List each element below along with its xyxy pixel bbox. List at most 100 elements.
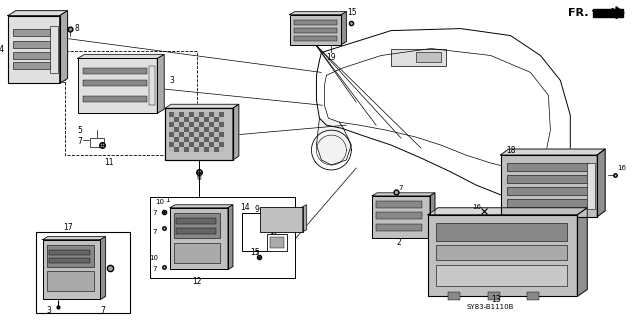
Bar: [174, 117, 179, 122]
Bar: [36, 232, 130, 313]
Text: 16: 16: [472, 204, 481, 210]
Bar: [209, 147, 214, 152]
Bar: [77, 59, 157, 113]
Bar: [209, 117, 214, 122]
Bar: [199, 142, 204, 147]
Bar: [179, 117, 184, 122]
Bar: [179, 127, 184, 132]
Bar: [214, 122, 219, 127]
Bar: [184, 147, 189, 152]
Text: 3: 3: [169, 76, 174, 85]
Bar: [209, 137, 214, 142]
Bar: [428, 215, 577, 296]
Text: 3: 3: [46, 306, 51, 315]
Bar: [204, 127, 209, 132]
Bar: [376, 212, 422, 219]
Bar: [199, 112, 204, 117]
Bar: [43, 240, 100, 300]
Bar: [214, 132, 219, 137]
Bar: [176, 228, 216, 234]
Bar: [150, 197, 295, 278]
Bar: [184, 127, 189, 132]
Bar: [204, 112, 209, 117]
Bar: [83, 96, 147, 102]
Bar: [204, 117, 209, 122]
Bar: [219, 147, 224, 152]
Text: 16: 16: [617, 165, 626, 171]
Bar: [194, 112, 199, 117]
Polygon shape: [500, 149, 605, 155]
Bar: [91, 138, 104, 147]
Text: 7: 7: [152, 229, 156, 235]
Bar: [214, 142, 219, 147]
Polygon shape: [290, 12, 346, 15]
Bar: [219, 122, 224, 127]
Text: 17: 17: [63, 223, 72, 232]
Bar: [436, 265, 567, 286]
Bar: [169, 132, 174, 137]
Text: 13: 13: [491, 295, 500, 304]
Bar: [49, 250, 91, 255]
Bar: [179, 142, 184, 147]
Bar: [169, 122, 174, 127]
Text: FR.: FR.: [568, 8, 588, 18]
Bar: [194, 147, 199, 152]
Polygon shape: [228, 205, 233, 269]
Text: 10: 10: [156, 199, 164, 205]
Bar: [50, 26, 58, 73]
Bar: [194, 137, 199, 142]
Text: SY83-B1110B: SY83-B1110B: [467, 304, 514, 310]
Bar: [488, 292, 500, 300]
Bar: [169, 142, 174, 147]
Polygon shape: [43, 237, 105, 240]
Bar: [174, 243, 220, 262]
Bar: [199, 127, 204, 132]
Text: 8: 8: [74, 24, 79, 33]
Bar: [83, 80, 147, 86]
Bar: [189, 132, 194, 137]
Bar: [179, 122, 184, 127]
Bar: [219, 112, 224, 117]
Bar: [214, 147, 219, 152]
Polygon shape: [372, 193, 435, 196]
Bar: [219, 132, 224, 137]
Bar: [189, 127, 194, 132]
Text: 12: 12: [192, 277, 202, 286]
Bar: [500, 155, 597, 217]
Bar: [204, 142, 209, 147]
Bar: [372, 196, 430, 238]
Bar: [219, 127, 224, 132]
Bar: [189, 147, 194, 152]
Bar: [169, 127, 174, 132]
Bar: [376, 201, 422, 208]
Text: 6: 6: [197, 173, 201, 182]
Bar: [184, 142, 189, 147]
Bar: [174, 213, 220, 238]
Text: 4: 4: [0, 45, 4, 54]
Bar: [8, 16, 60, 83]
Bar: [293, 36, 337, 41]
Text: 1: 1: [165, 197, 170, 203]
Bar: [184, 117, 189, 122]
Text: 10: 10: [150, 254, 159, 260]
Bar: [267, 234, 286, 251]
Bar: [507, 163, 589, 171]
Bar: [184, 132, 189, 137]
Bar: [209, 127, 214, 132]
Bar: [169, 117, 174, 122]
Bar: [169, 147, 174, 152]
Polygon shape: [428, 208, 587, 215]
Bar: [436, 244, 567, 260]
Bar: [179, 112, 184, 117]
Bar: [13, 28, 50, 36]
Bar: [179, 137, 184, 142]
Text: 7: 7: [255, 250, 259, 256]
Bar: [194, 127, 199, 132]
Bar: [293, 28, 337, 33]
Bar: [260, 207, 302, 232]
Bar: [189, 117, 194, 122]
Bar: [174, 137, 179, 142]
Bar: [436, 223, 567, 241]
Text: 7: 7: [77, 137, 83, 146]
Bar: [204, 132, 209, 137]
